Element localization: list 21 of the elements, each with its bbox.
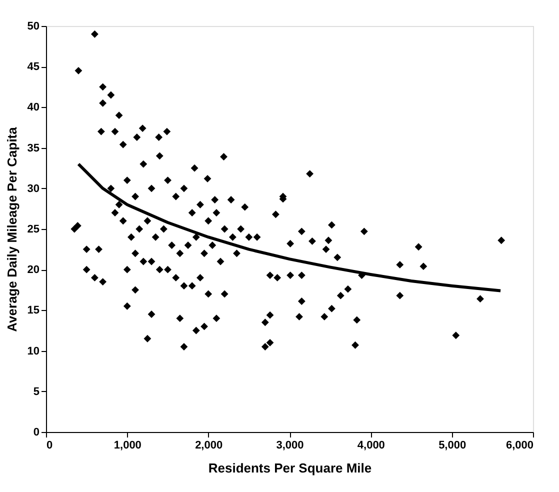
x-tick-label: 6,000 [506, 440, 534, 452]
y-tick-label: 45 [27, 61, 40, 74]
y-tick-label: 35 [27, 142, 40, 154]
x-tick-label: 4,000 [357, 440, 385, 452]
y-tick-label: 20 [27, 264, 40, 276]
x-axis-title: Residents Per Square Mile [208, 460, 372, 476]
y-tick-label: 25 [27, 224, 40, 236]
x-tick-label: 3,000 [276, 440, 304, 452]
x-tick-label: 2,000 [195, 440, 223, 452]
line-series [76, 162, 502, 292]
y-axis-title: Average Daily Mileage Per Capita [4, 126, 20, 332]
x-tick-label: 5,000 [438, 440, 466, 452]
x-tick-label: 0 [46, 440, 53, 452]
x-tick-label: 1,000 [114, 440, 142, 452]
y-tick-label: 5 [33, 386, 40, 398]
y-tick-label: 40 [27, 102, 40, 114]
y-tick-label: 15 [27, 304, 40, 317]
y-tick-label: 10 [27, 345, 40, 358]
y-tick-label: 30 [27, 182, 40, 195]
y-tick-label: 0 [33, 426, 40, 438]
y-tick-label: 50 [27, 20, 40, 32]
